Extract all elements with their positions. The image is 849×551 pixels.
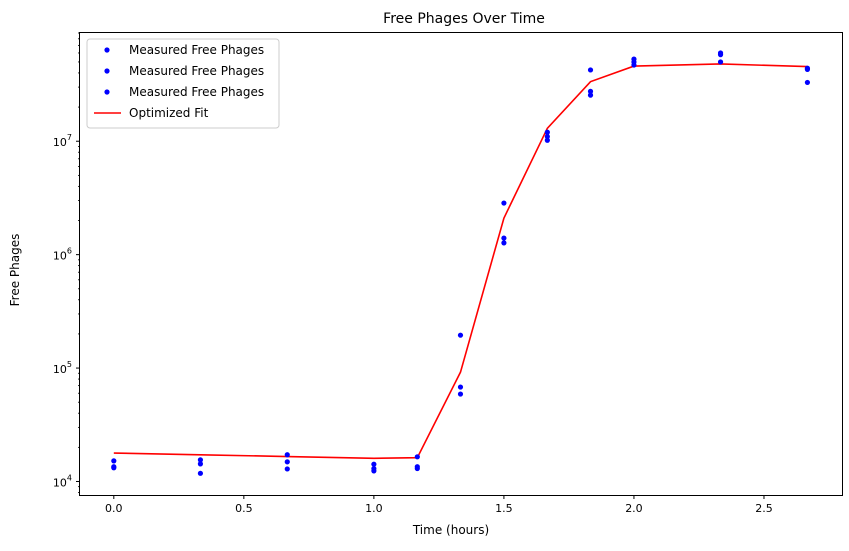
y-tick-label: 104: [53, 473, 72, 489]
data-point: [197, 457, 204, 463]
y-axis-ticks: 104 105 106 107: [53, 32, 80, 493]
plot-content: [111, 50, 811, 476]
legend-label: Measured Free Phages: [129, 64, 264, 78]
data-point: [457, 391, 464, 397]
x-tick-label: 0.5: [235, 502, 253, 515]
data-point: [284, 452, 290, 458]
x-tick-label: 1.0: [365, 502, 383, 515]
data-point: [587, 92, 594, 98]
legend-marker: [104, 47, 110, 53]
data-point: [371, 461, 377, 467]
data-point: [501, 200, 507, 206]
data-point: [717, 59, 724, 65]
y-tick-label: 105: [53, 360, 72, 376]
data-point: [501, 240, 507, 246]
data-point: [804, 79, 811, 86]
data-point: [717, 52, 724, 58]
y-tick-label: 106: [53, 247, 72, 263]
legend-label: Measured Free Phages: [129, 85, 264, 99]
data-point: [631, 62, 637, 68]
data-point: [111, 458, 117, 464]
data-point: [371, 468, 377, 474]
chart-title: Free Phages Over Time: [383, 11, 545, 27]
x-tick-label: 1.5: [495, 502, 513, 515]
x-axis-label: Time (hours): [412, 523, 489, 537]
data-point: [284, 466, 290, 472]
data-point: [587, 88, 594, 95]
data-point: [284, 459, 290, 465]
data-point: [804, 66, 811, 72]
fit-line: [113, 63, 808, 460]
data-point: [501, 235, 507, 241]
data-point: [544, 133, 550, 140]
x-axis-ticks: 0.0 0.5 1.0 1.5 2.0 2.5: [105, 495, 773, 515]
legend-marker: [104, 89, 110, 95]
data-point: [457, 384, 464, 390]
data-point: [197, 470, 204, 476]
legend-box: [86, 38, 280, 129]
y-tick-label: 107: [53, 133, 72, 149]
data-point: [414, 465, 420, 472]
data-point: [414, 454, 420, 460]
data-point: [544, 137, 550, 143]
legend-label: Measured Free Phages: [129, 43, 264, 57]
data-point: [544, 129, 550, 135]
legend: Measured Free Phages Measured Free Phages…: [86, 38, 280, 129]
data-point: [197, 461, 204, 467]
x-tick-label: 2.5: [755, 502, 773, 515]
plot-frame: [79, 32, 843, 496]
x-tick-label: 0.0: [105, 502, 123, 515]
y-axis-label: Free Phages: [8, 234, 22, 307]
data-point: [587, 67, 594, 73]
legend-label: Optimized Fit: [129, 106, 209, 120]
data-point: [457, 332, 464, 338]
legend-marker: [104, 68, 110, 74]
x-tick-label: 2.0: [625, 502, 643, 515]
data-point: [111, 465, 117, 471]
